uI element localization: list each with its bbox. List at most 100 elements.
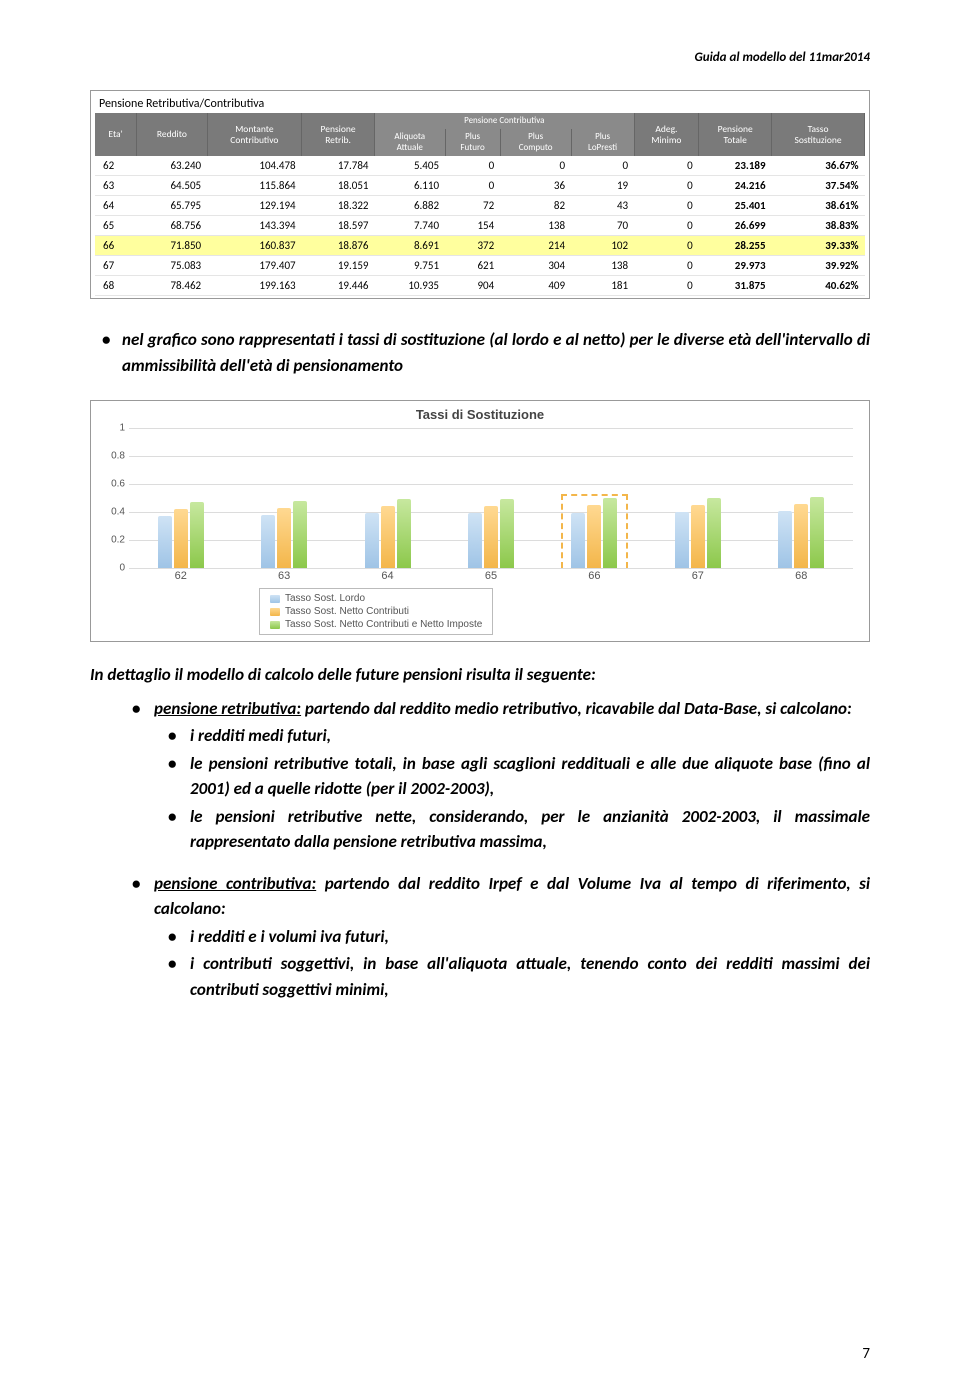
table-col-3: PensioneRetrib. <box>302 113 375 156</box>
table-row: 6671.850160.83718.8768.691372214102028.2… <box>95 236 865 256</box>
bar <box>778 511 792 568</box>
bar <box>794 504 808 568</box>
x-label: 68 <box>795 570 807 582</box>
table-group-header: Pensione Contributiva <box>374 113 634 129</box>
retributiva-item: le pensioni retributive nette, considera… <box>160 804 870 855</box>
table-cell: 38.83% <box>772 216 865 236</box>
table-cell: 82 <box>500 196 571 216</box>
table-cell: 31.875 <box>699 276 772 296</box>
table-cell: 0 <box>634 216 699 236</box>
chart-x-labels: 62636465666768 <box>129 570 853 582</box>
table-cell: 621 <box>445 256 500 276</box>
chart-plot-area: 00.20.40.60.81 <box>129 428 853 568</box>
table-cell: 71.850 <box>137 236 208 256</box>
table-cell: 39.92% <box>772 256 865 276</box>
para-graph-description: nel grafico sono rappresentati i tassi d… <box>90 327 870 378</box>
table-cell: 36 <box>500 176 571 196</box>
table-cell: 65.795 <box>137 196 208 216</box>
retributiva-item: i redditi medi futuri, <box>160 723 870 749</box>
table-title: Pensione Retributiva/Contributiva <box>95 95 865 113</box>
table-subcol-6: PlusComputo <box>500 129 571 156</box>
table-cell: 78.462 <box>137 276 208 296</box>
table-cell: 138 <box>571 256 634 276</box>
page-number: 7 <box>862 1345 870 1363</box>
bars-row <box>129 428 853 568</box>
table-cell: 6.882 <box>374 196 445 216</box>
table-cell: 0 <box>634 276 699 296</box>
bar <box>261 515 275 568</box>
pension-table-box: Pensione Retributiva/Contributiva Eta'Re… <box>90 90 870 299</box>
legend-row: Tasso Sost. Netto Contributi <box>270 606 482 617</box>
table-cell: 63.240 <box>137 156 208 176</box>
table-cell: 43 <box>571 196 634 216</box>
bar <box>603 498 617 568</box>
legend-row: Tasso Sost. Netto Contributi e Netto Imp… <box>270 619 482 630</box>
table-row: 6878.462199.16319.44610.935904409181031.… <box>95 276 865 296</box>
pension-table: Eta'RedditoMontanteContributivoPensioneR… <box>95 113 865 296</box>
table-cell: 138 <box>500 216 571 236</box>
table-cell: 0 <box>634 236 699 256</box>
table-cell: 40.62% <box>772 276 865 296</box>
table-col-1: Reddito <box>137 113 208 156</box>
bar <box>381 506 395 568</box>
bar-group <box>571 428 617 568</box>
x-label: 63 <box>278 570 290 582</box>
bar <box>158 516 172 568</box>
bar-group <box>158 428 204 568</box>
bar <box>293 501 307 568</box>
table-cell: 39.33% <box>772 236 865 256</box>
bar <box>587 505 601 568</box>
table-subcol-5: PlusFuturo <box>445 129 500 156</box>
x-label: 62 <box>175 570 187 582</box>
chart-box: Tassi di Sostituzione 00.20.40.60.81 626… <box>90 400 870 642</box>
contributiva-item: i redditi e i volumi iva futuri, <box>160 924 870 950</box>
detail-intro: In dettaglio il modello di calcolo delle… <box>90 662 870 688</box>
table-cell: 199.163 <box>207 276 302 296</box>
table-cell: 17.784 <box>302 156 375 176</box>
table-cell: 10.935 <box>374 276 445 296</box>
bar <box>174 509 188 568</box>
retributiva-rest: partendo dal reddito medio retributivo, … <box>301 698 852 719</box>
table-cell: 0 <box>445 176 500 196</box>
table-cell: 0 <box>500 156 571 176</box>
table-cell: 62 <box>95 156 137 176</box>
table-row: 6568.756143.39418.5977.74015413870026.69… <box>95 216 865 236</box>
x-label: 65 <box>485 570 497 582</box>
table-cell: 70 <box>571 216 634 236</box>
y-tick: 1 <box>101 423 129 434</box>
table-cell: 36.67% <box>772 156 865 176</box>
x-label: 67 <box>692 570 704 582</box>
legend-row: Tasso Sost. Lordo <box>270 593 482 604</box>
legend-label: Tasso Sost. Netto Contributi <box>285 606 409 617</box>
table-cell: 304 <box>500 256 571 276</box>
bar <box>468 513 482 568</box>
bar-group <box>365 428 411 568</box>
retributiva-item: le pensioni retributive totali, in base … <box>160 751 870 802</box>
table-cell: 18.876 <box>302 236 375 256</box>
table-row: 6775.083179.40719.1599.751621304138029.9… <box>95 256 865 276</box>
table-cell: 7.740 <box>374 216 445 236</box>
bar <box>397 499 411 568</box>
y-tick: 0.2 <box>101 535 129 546</box>
table-cell: 904 <box>445 276 500 296</box>
table-cell: 0 <box>634 176 699 196</box>
bar <box>365 513 379 568</box>
grid-line <box>129 568 853 569</box>
table-cell: 5.405 <box>374 156 445 176</box>
table-cell: 64 <box>95 196 137 216</box>
bar <box>810 497 824 568</box>
y-tick: 0.8 <box>101 451 129 462</box>
table-cell: 160.837 <box>207 236 302 256</box>
table-row: 6263.240104.47817.7845.405000023.18936.6… <box>95 156 865 176</box>
table-cell: 8.691 <box>374 236 445 256</box>
bar <box>277 508 291 568</box>
table-cell: 6.110 <box>374 176 445 196</box>
x-label: 66 <box>588 570 600 582</box>
bar <box>675 512 689 568</box>
table-cell: 104.478 <box>207 156 302 176</box>
table-cell: 18.597 <box>302 216 375 236</box>
table-cell: 143.394 <box>207 216 302 236</box>
bar-group <box>261 428 307 568</box>
table-cell: 179.407 <box>207 256 302 276</box>
bar <box>484 506 498 568</box>
